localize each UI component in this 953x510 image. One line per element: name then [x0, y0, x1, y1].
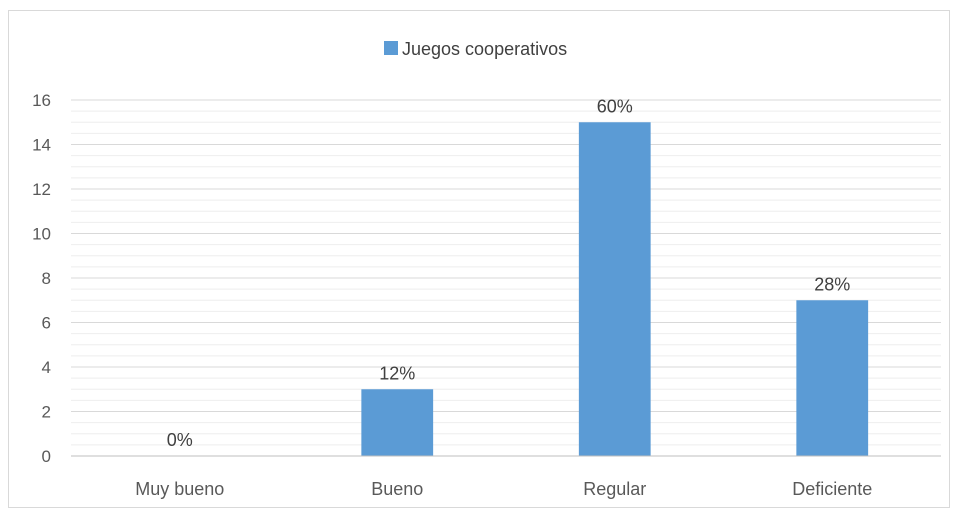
- bars: 0% 12% 60% 28%: [167, 96, 869, 456]
- x-category-label: Deficiente: [792, 479, 872, 499]
- bar: [578, 122, 651, 456]
- y-tick-label: 16: [32, 91, 51, 110]
- x-category-label: Regular: [583, 479, 646, 499]
- y-tick-label: 14: [32, 136, 51, 155]
- chart-frame: 0 2 4 6 8 10 12 14 16 0% 12% 60% 28% Muy bueno Bueno…: [8, 10, 950, 508]
- y-tick-label: 12: [32, 180, 51, 199]
- legend-swatch: [384, 41, 398, 55]
- y-tick-label: 10: [32, 225, 51, 244]
- x-category-label: Bueno: [371, 479, 423, 499]
- x-category-label: Muy bueno: [135, 479, 224, 499]
- bar-chart: 0 2 4 6 8 10 12 14 16 0% 12% 60% 28% Muy bueno Bueno…: [32, 39, 941, 499]
- y-tick-label: 2: [42, 403, 51, 422]
- y-tick-label: 4: [42, 358, 51, 377]
- x-axis: Muy bueno Bueno Regular Deficiente: [71, 455, 941, 499]
- legend-label: Juegos cooperativos: [402, 39, 567, 59]
- bar: [796, 300, 869, 456]
- y-tick-label: 0: [42, 447, 51, 466]
- legend: Juegos cooperativos: [384, 39, 567, 59]
- bar: [361, 389, 434, 456]
- y-tick-label: 8: [42, 269, 51, 288]
- y-axis: 0 2 4 6 8 10 12 14 16: [32, 91, 51, 466]
- data-label: 28%: [814, 274, 850, 294]
- y-tick-label: 6: [42, 314, 51, 333]
- data-label: 60%: [597, 96, 633, 116]
- gridlines: [71, 99, 941, 457]
- data-label: 12%: [379, 363, 415, 383]
- data-label: 0%: [167, 430, 193, 450]
